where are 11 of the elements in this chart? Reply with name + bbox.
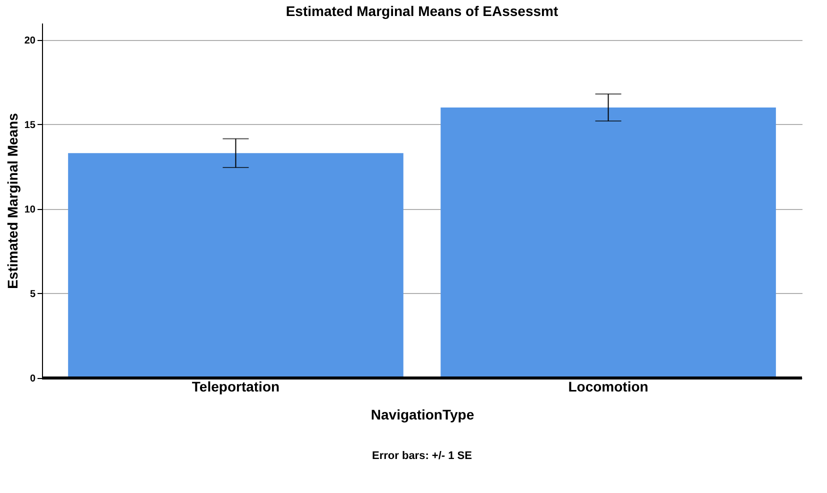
y-axis-title: Estimated Marginal Means [4, 112, 20, 289]
x-axis-title: NavigationType [370, 406, 474, 422]
chart-title: Estimated Marginal Means of EAssessmt [286, 3, 558, 19]
x-tick-label: Teleportation [192, 378, 280, 394]
text: Error bars: +/- 1 SE [372, 450, 472, 462]
x-tick-label: Locomotion [568, 378, 648, 394]
y-tick-label: 20 [24, 35, 36, 46]
y-tick-label: 10 [24, 204, 36, 216]
y-tick-label: 0 [30, 374, 36, 384]
y-tick-label: 5 [30, 288, 36, 300]
y-tick-label: 15 [24, 120, 36, 131]
